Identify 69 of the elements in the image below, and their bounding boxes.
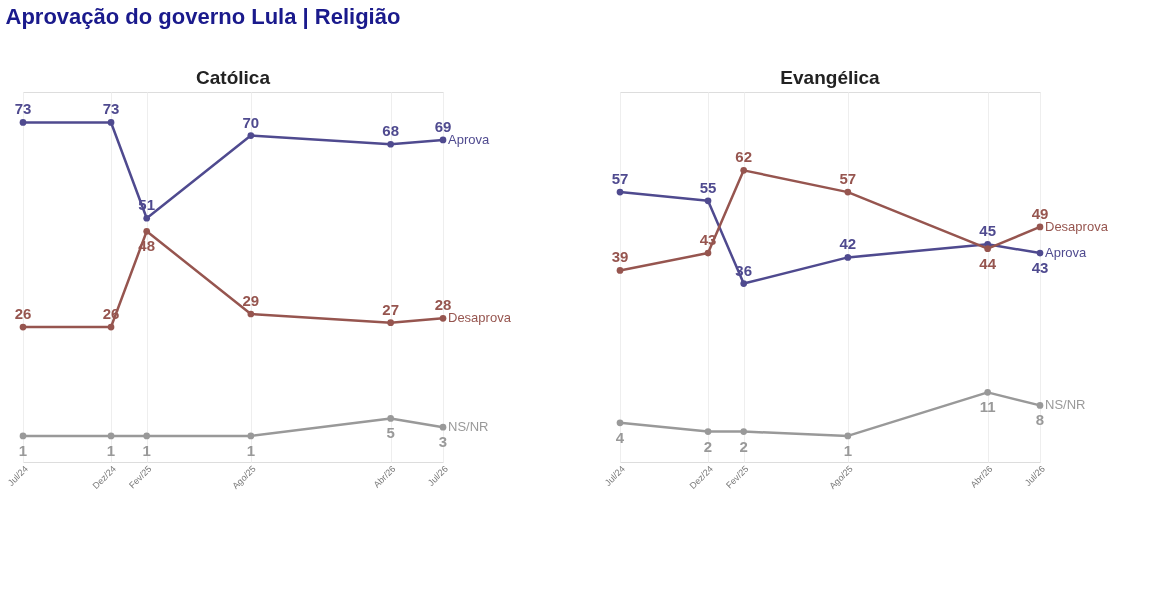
data-label: 55 — [699, 178, 717, 196]
point — [984, 245, 991, 253]
data-label: 1 — [106, 441, 116, 459]
series-label: Aprova — [1045, 245, 1087, 261]
data-label: 5 — [386, 424, 395, 442]
data-label: 73 — [102, 100, 120, 118]
data-label: 62 — [735, 148, 753, 166]
point — [704, 249, 712, 257]
point — [143, 214, 151, 222]
data-label: 44 — [979, 254, 997, 272]
point — [704, 197, 712, 205]
point — [387, 415, 394, 422]
series-label: NS/NR — [1045, 397, 1086, 413]
data-label: 26 — [14, 305, 32, 323]
point — [439, 315, 447, 322]
data-label: 3 — [438, 433, 448, 451]
point — [439, 136, 447, 144]
point — [439, 423, 447, 431]
data-label: 70 — [242, 113, 260, 131]
point — [740, 280, 748, 287]
data-label: 8 — [1035, 411, 1045, 429]
point — [1036, 402, 1044, 409]
data-label: 1 — [843, 441, 853, 459]
data-label: 2 — [703, 437, 713, 455]
point — [387, 140, 394, 148]
point — [247, 132, 255, 139]
point — [844, 188, 852, 196]
point — [107, 323, 115, 331]
series-label: NS/NR — [448, 419, 489, 435]
point — [143, 227, 151, 235]
point — [1036, 223, 1044, 231]
point — [247, 310, 255, 318]
data-label: 57 — [611, 170, 629, 188]
point — [616, 267, 624, 274]
data-label: 39 — [611, 248, 629, 266]
chart-title: Evangélica — [780, 67, 881, 88]
point — [616, 188, 624, 196]
data-label: 45 — [979, 222, 996, 240]
data-label: 27 — [382, 300, 399, 318]
point — [19, 323, 27, 331]
data-label: 1 — [246, 441, 256, 459]
point — [844, 254, 852, 261]
point — [387, 319, 394, 327]
point — [143, 432, 151, 440]
data-label: 43 — [1031, 259, 1049, 277]
data-label: 11 — [979, 398, 996, 416]
point — [19, 119, 27, 126]
data-label: 73 — [14, 100, 32, 118]
point — [704, 428, 712, 435]
point — [247, 432, 255, 440]
data-label: 68 — [382, 122, 399, 140]
data-label: 42 — [839, 235, 857, 253]
text: Aprovação do governo Lula | Religião — [5, 3, 401, 29]
data-label: 29 — [242, 292, 260, 309]
point — [984, 389, 991, 396]
data-label: 57 — [839, 170, 857, 188]
point — [616, 419, 624, 427]
chart-title: Católica — [196, 67, 271, 88]
data-label: 2 — [739, 437, 748, 455]
point — [740, 167, 748, 174]
point — [1036, 249, 1044, 257]
point — [844, 432, 852, 440]
point — [19, 432, 27, 440]
data-label: 1 — [18, 441, 28, 459]
point — [107, 119, 115, 126]
data-label: 4 — [615, 428, 625, 446]
point — [107, 432, 115, 440]
data-label: 1 — [142, 441, 151, 459]
point — [740, 428, 748, 435]
